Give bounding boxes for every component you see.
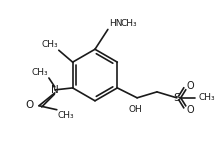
Text: CH₃: CH₃ xyxy=(199,93,215,102)
Text: S: S xyxy=(173,93,180,103)
Text: N: N xyxy=(51,85,59,95)
Text: O: O xyxy=(187,81,194,91)
Text: O: O xyxy=(26,100,34,110)
Text: CH₃: CH₃ xyxy=(41,40,58,49)
Text: CH₃: CH₃ xyxy=(31,68,48,77)
Text: CH₃: CH₃ xyxy=(58,111,74,120)
Text: CH₃: CH₃ xyxy=(121,19,137,28)
Text: O: O xyxy=(187,105,194,115)
Text: OH: OH xyxy=(128,105,142,114)
Text: HN: HN xyxy=(109,19,122,28)
